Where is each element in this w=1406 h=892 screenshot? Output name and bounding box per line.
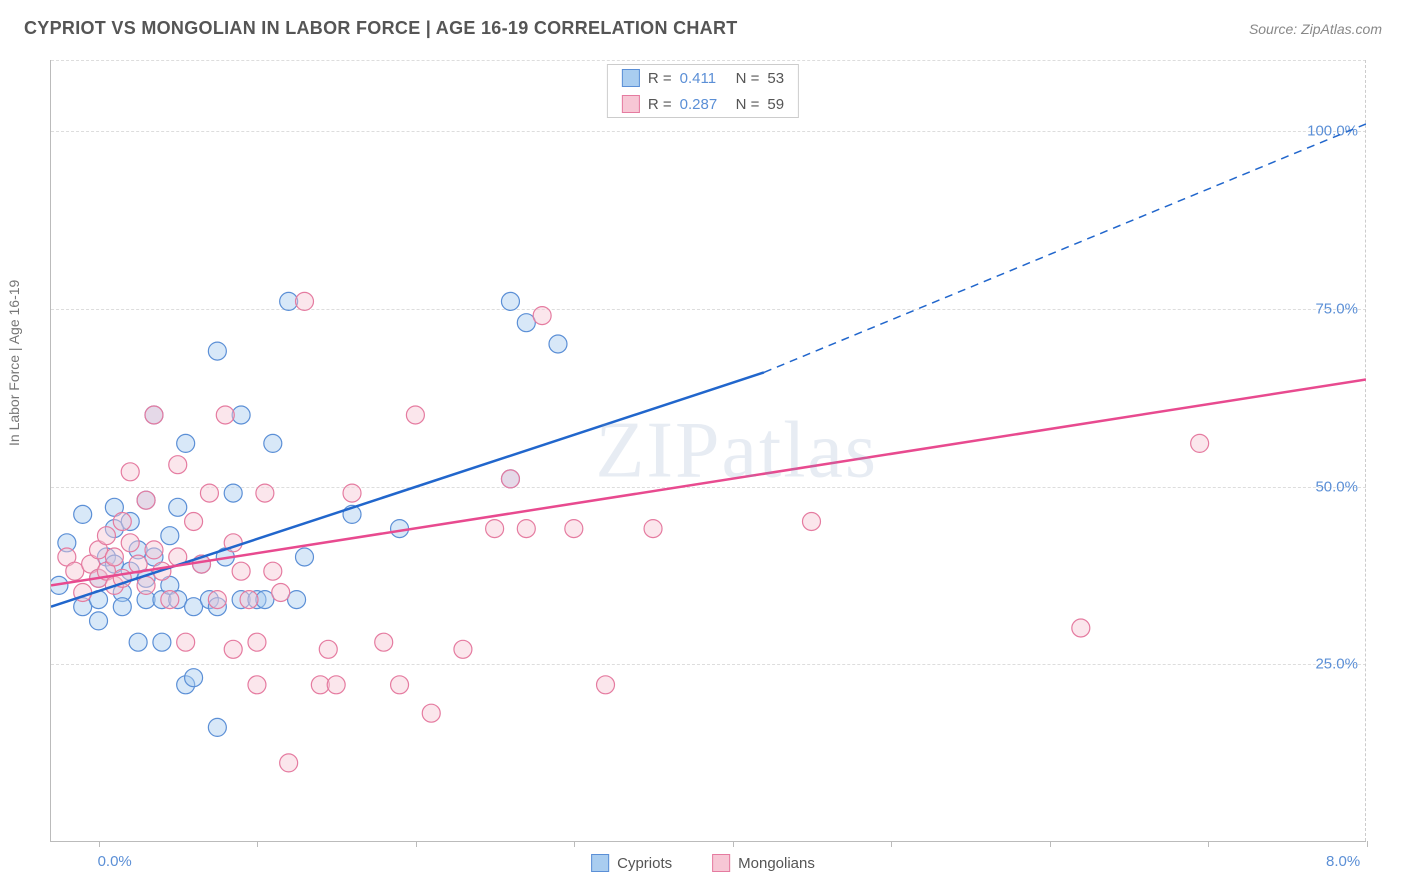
x-tick-label: 0.0%	[98, 853, 132, 870]
plot-area: ZIPatlas	[50, 60, 1366, 842]
scatter-point	[200, 484, 218, 502]
source-label: Source: ZipAtlas.com	[1249, 21, 1382, 37]
series-legend: Cypriots Mongolians	[591, 854, 815, 872]
scatter-point	[264, 434, 282, 452]
scatter-point	[90, 612, 108, 630]
scatter-point	[406, 406, 424, 424]
scatter-point	[121, 534, 139, 552]
r-value-cypriots: 0.411	[680, 70, 728, 87]
legend-item-cypriots: Cypriots	[591, 854, 672, 872]
scatter-point	[145, 541, 163, 559]
scatter-point	[802, 513, 820, 531]
n-label: N =	[736, 70, 760, 87]
correlation-chart: CYPRIOT VS MONGOLIAN IN LABOR FORCE | AG…	[0, 0, 1406, 892]
n-label: N =	[736, 96, 760, 113]
x-tick-label: 8.0%	[1326, 853, 1360, 870]
scatter-point	[454, 640, 472, 658]
scatter-point	[177, 434, 195, 452]
scatter-point	[296, 292, 314, 310]
scatter-point	[486, 520, 504, 538]
scatter-point	[216, 406, 234, 424]
scatter-point	[343, 484, 361, 502]
scatter-point	[74, 505, 92, 523]
scatter-point	[113, 513, 131, 531]
swatch-cypriots	[591, 854, 609, 872]
scatter-point	[208, 718, 226, 736]
n-value-mongolians: 59	[767, 96, 784, 113]
scatter-point	[1072, 619, 1090, 637]
scatter-point	[105, 548, 123, 566]
scatter-point	[375, 633, 393, 651]
scatter-point	[319, 640, 337, 658]
scatter-point	[533, 307, 551, 325]
scatter-point	[161, 591, 179, 609]
swatch-mongolians	[622, 95, 640, 113]
scatter-point	[501, 292, 519, 310]
scatter-point	[248, 633, 266, 651]
swatch-cypriots	[622, 69, 640, 87]
scatter-point	[185, 669, 203, 687]
scatter-point	[597, 676, 615, 694]
scatter-point	[272, 584, 290, 602]
scatter-point	[145, 406, 163, 424]
scatter-svg	[51, 60, 1366, 841]
scatter-point	[224, 484, 242, 502]
scatter-point	[129, 633, 147, 651]
scatter-point	[264, 562, 282, 580]
scatter-point	[137, 576, 155, 594]
scatter-point	[327, 676, 345, 694]
scatter-point	[97, 527, 115, 545]
scatter-point	[169, 498, 187, 516]
scatter-point	[549, 335, 567, 353]
scatter-point	[391, 676, 409, 694]
y-axis-label: In Labor Force | Age 16-19	[6, 280, 22, 446]
legend-label-cypriots: Cypriots	[617, 855, 672, 872]
legend-label-mongolians: Mongolians	[738, 855, 815, 872]
trend-line-extrapolated	[764, 124, 1366, 373]
chart-title: CYPRIOT VS MONGOLIAN IN LABOR FORCE | AG…	[24, 18, 738, 39]
scatter-point	[185, 513, 203, 531]
scatter-point	[161, 527, 179, 545]
scatter-point	[280, 754, 298, 772]
scatter-point	[240, 591, 258, 609]
title-bar: CYPRIOT VS MONGOLIAN IN LABOR FORCE | AG…	[24, 18, 1382, 39]
scatter-point	[153, 633, 171, 651]
scatter-point	[501, 470, 519, 488]
scatter-point	[208, 591, 226, 609]
scatter-point	[565, 520, 583, 538]
scatter-point	[256, 484, 274, 502]
scatter-point	[248, 676, 266, 694]
scatter-point	[113, 598, 131, 616]
r-label: R =	[648, 70, 672, 87]
scatter-point	[177, 633, 195, 651]
scatter-point	[121, 463, 139, 481]
scatter-point	[208, 342, 226, 360]
scatter-point	[422, 704, 440, 722]
stat-legend-row-mongolians: R = 0.287 N = 59	[608, 91, 798, 117]
r-value-mongolians: 0.287	[680, 96, 728, 113]
scatter-point	[224, 640, 242, 658]
stat-legend-row-cypriots: R = 0.411 N = 53	[608, 65, 798, 91]
scatter-point	[232, 562, 250, 580]
scatter-point	[137, 491, 155, 509]
scatter-point	[1191, 434, 1209, 452]
scatter-point	[169, 456, 187, 474]
n-value-cypriots: 53	[767, 70, 784, 87]
r-label: R =	[648, 96, 672, 113]
legend-item-mongolians: Mongolians	[712, 854, 815, 872]
scatter-point	[296, 548, 314, 566]
scatter-point	[517, 520, 535, 538]
stat-legend: R = 0.411 N = 53 R = 0.287 N = 59	[607, 64, 799, 118]
swatch-mongolians	[712, 854, 730, 872]
scatter-point	[644, 520, 662, 538]
